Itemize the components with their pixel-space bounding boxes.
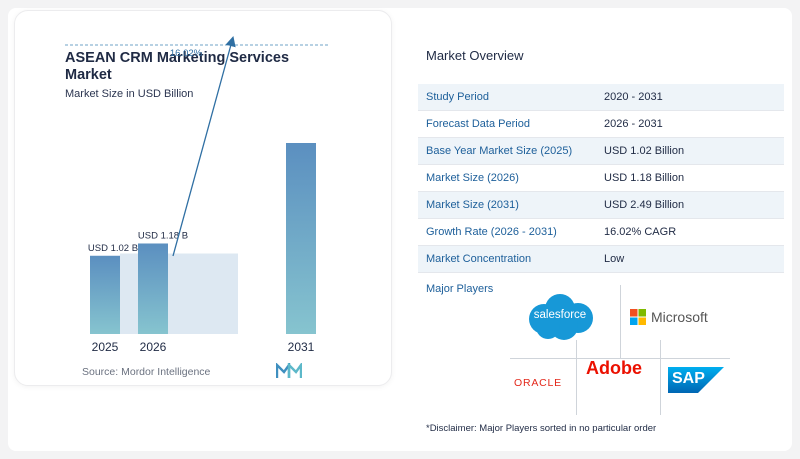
microsoft-wordmark: Microsoft (651, 309, 708, 325)
divider (576, 340, 577, 415)
overview-row-value: USD 2.49 Billion (604, 199, 685, 211)
overview-row: Market Size (2031) USD 2.49 Billion (418, 192, 784, 219)
overview-row-label: Base Year Market Size (2025) (426, 145, 573, 157)
data-label-2025: USD 1.02 B (88, 243, 138, 254)
market-overview-title: Market Overview (426, 48, 524, 63)
adobe-logo: Adobe (586, 358, 642, 378)
microsoft-logo: Microsoft (630, 309, 708, 325)
overview-row-label: Study Period (426, 91, 489, 103)
major-players-logos: salesforce Microsoft ORACLE Adobe SAP (510, 285, 730, 415)
disclaimer-text: *Disclaimer: Major Players sorted in no … (426, 423, 657, 434)
overview-row: Forecast Data Period 2026 - 2031 (418, 111, 784, 138)
overview-row: Market Concentration Low (418, 246, 784, 273)
overview-row-value: 16.02% CAGR (604, 226, 677, 238)
bar-2025 (90, 255, 120, 334)
oracle-logo: ORACLE (514, 377, 562, 389)
bar-2026 (138, 243, 168, 334)
x-tick-label-2031: 2031 (288, 340, 315, 354)
overview-row-label: Growth Rate (2026 - 2031) (426, 226, 557, 238)
market-overview-table: Study Period 2020 - 2031 Forecast Data Per… (418, 84, 784, 273)
salesforce-logo: salesforce (524, 291, 596, 348)
microsoft-squares-icon (630, 309, 646, 325)
cagr-label: 16.02% (170, 48, 203, 59)
divider (510, 358, 730, 359)
sap-wordmark: SAP (672, 370, 705, 387)
chart-source: Source: Mordor Intelligence (82, 366, 211, 378)
salesforce-wordmark: salesforce (533, 309, 587, 321)
overview-row-value: 2026 - 2031 (604, 118, 663, 130)
divider (620, 285, 621, 358)
sap-logo: SAP (668, 367, 724, 398)
overview-row: Market Size (2026) USD 1.18 Billion (418, 165, 784, 192)
overview-row-value: USD 1.18 Billion (604, 172, 685, 184)
mordor-logo-icon (276, 363, 302, 378)
major-players-title: Major Players (426, 283, 494, 295)
bar-chart: 2025 USD 1.02 B 2026 USD 1.18 B 2031 16.02% (65, 35, 330, 354)
overview-row: Growth Rate (2026 - 2031) 16.02% CAGR (418, 219, 784, 246)
overview-row-value: Low (604, 253, 625, 265)
data-label-2026: USD 1.18 B (138, 230, 188, 241)
chart-subtitle: Market Size in USD Billion (65, 88, 194, 100)
bar-2031 (286, 143, 316, 334)
salesforce-cloud-icon (529, 294, 593, 340)
overview-row: Base Year Market Size (2025) USD 1.02 Bil… (418, 138, 784, 165)
overview-row-label: Forecast Data Period (426, 118, 530, 130)
overview-row-label: Market Concentration (426, 253, 532, 265)
divider (660, 340, 661, 415)
x-tick-label-2025: 2025 (92, 340, 119, 354)
overview-row-label: Market Size (2026) (426, 172, 519, 184)
chart-title: ASEAN CRM Marketing Services Market (65, 50, 290, 83)
cagr-arrow (172, 35, 236, 257)
overview-row-value: 2020 - 2031 (604, 91, 663, 103)
overview-row-label: Market Size (2031) (426, 199, 519, 211)
overview-row-value: USD 1.02 Billion (604, 145, 685, 157)
forecast-band (120, 253, 238, 334)
overview-row: Study Period 2020 - 2031 (418, 84, 784, 111)
x-tick-label-2026: 2026 (140, 340, 167, 354)
sap-badge-icon (668, 367, 724, 393)
